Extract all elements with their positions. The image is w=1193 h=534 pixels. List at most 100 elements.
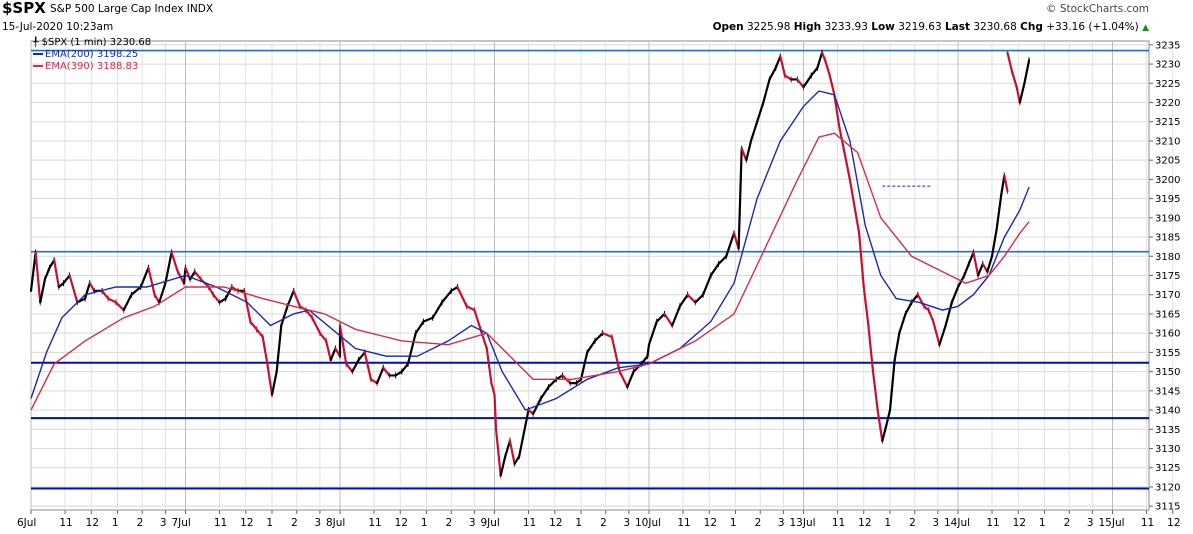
price-segment (440, 289, 453, 304)
x-tick-label: 2 (600, 517, 607, 529)
price-segment (100, 289, 110, 300)
price-segment (950, 285, 960, 304)
x-tick-label: 13Jul (790, 517, 816, 529)
price-segment (990, 228, 998, 258)
x-tick-label: 11 (59, 517, 72, 529)
price-segment (318, 332, 328, 342)
price-segment (164, 251, 173, 285)
price-segment (261, 335, 269, 366)
x-tick-label: 11 (986, 517, 999, 529)
price-segment (255, 328, 264, 339)
price-segment (243, 289, 252, 323)
x-tick-label: 2 (909, 517, 916, 529)
price-segment (779, 55, 787, 77)
price-segment (976, 262, 984, 277)
price-segment (68, 274, 79, 304)
x-tick-label: 3 (160, 517, 167, 529)
price-segment (932, 320, 941, 346)
price-segment (1018, 82, 1026, 104)
x-tick-label: 1 (266, 517, 273, 529)
price-segment (473, 308, 482, 331)
x-tick-label: 3 (623, 517, 630, 529)
price-segment (981, 262, 989, 273)
price-segment (725, 232, 736, 258)
price-segment (967, 251, 975, 266)
up-arrow-icon: ▲ (1142, 23, 1149, 33)
x-tick-label: 12 (1167, 517, 1180, 529)
ema200-line (30, 90, 1030, 411)
price-segment (479, 328, 488, 350)
price-segment (266, 362, 274, 396)
symbol-title: $SPX (2, 0, 46, 17)
y-tick-label: 3150 (1155, 367, 1180, 378)
price-segment (655, 312, 666, 323)
price-segment (862, 285, 870, 327)
price-segment (218, 297, 227, 304)
price-segment (212, 293, 221, 304)
price-segment (881, 428, 887, 442)
y-tick-label: 3175 (1155, 271, 1180, 282)
x-tick-label: 15Jul (1099, 517, 1125, 529)
price-segment (717, 255, 728, 266)
price-segment (270, 370, 278, 396)
legend-ema390-label: EMA(390) 3188.83 (45, 61, 139, 72)
x-tick-label: 11 (368, 517, 381, 529)
source-credit[interactable]: © StockCharts.com (1046, 3, 1149, 15)
x-tick-label: 3 (1087, 517, 1094, 529)
price-segment (858, 232, 865, 289)
price-segment (275, 324, 283, 373)
legend-ema390: EMA(390) 3188.83 (33, 61, 138, 72)
y-tick-label: 3135 (1155, 425, 1180, 436)
price-segment (357, 351, 366, 362)
x-tick-label: 14Jul (944, 517, 970, 529)
y-tick-label: 3155 (1155, 348, 1180, 359)
price-segment (493, 393, 498, 431)
y-tick-label: 3220 (1155, 98, 1180, 109)
price-segment (1015, 86, 1021, 104)
y-tick-label: 3190 (1155, 213, 1180, 224)
price-segment (1006, 51, 1014, 73)
x-tick-label: 11 (1141, 517, 1154, 529)
y-tick-label: 3235 (1155, 40, 1180, 51)
price-segment (249, 320, 258, 331)
price-segment (400, 362, 410, 373)
price-segment (490, 382, 496, 396)
x-tick-label: 9Jul (481, 517, 500, 529)
y-tick-label: 3210 (1155, 136, 1180, 147)
price-segment (422, 316, 434, 323)
price-segment (810, 66, 819, 77)
ohlc-summary: Open 3225.98 High 3233.93 Low 3219.63 La… (713, 21, 1149, 33)
y-tick-label: 3205 (1155, 156, 1180, 167)
open-label: Open (712, 21, 744, 33)
price-segment (351, 358, 360, 373)
price-segment (888, 358, 896, 412)
price-segment (671, 305, 682, 327)
price-segment (647, 320, 658, 346)
price-segment (853, 205, 861, 235)
x-tick-label: 8Jul (326, 517, 345, 529)
price-segment (601, 332, 614, 339)
price-segment (618, 370, 629, 389)
price-segment (802, 74, 813, 89)
price-segment (280, 305, 289, 327)
price-segment (324, 339, 332, 362)
price-segment (586, 339, 597, 354)
price-segment (938, 324, 947, 346)
series-group (29, 49, 1031, 479)
x-axis: 6Jul 11 12 1 2 3 7Jul 11 12 1 2 3 8Jul 11 12 1 2 3 9Jul 11 1… (17, 510, 1181, 529)
y-tick-label: 3230 (1155, 60, 1180, 71)
x-tick-label: 6Jul (17, 517, 36, 529)
price-segment (382, 366, 391, 377)
price-segment (450, 285, 459, 292)
price-segment (286, 289, 295, 308)
price-segment (610, 335, 621, 373)
price-segment (39, 278, 47, 304)
chg-value: +33.16 (+1.04%) (1046, 21, 1139, 33)
legend-price: ╀ $SPX (1 min) 3230.68 (33, 37, 151, 48)
legend-ema200: EMA(200) 3198.25 (33, 49, 138, 60)
low-value: 3219.63 (898, 21, 942, 33)
open-value: 3225.98 (747, 21, 791, 33)
ema200-swatch-icon (33, 53, 43, 55)
x-tick-label: 11 (677, 517, 690, 529)
